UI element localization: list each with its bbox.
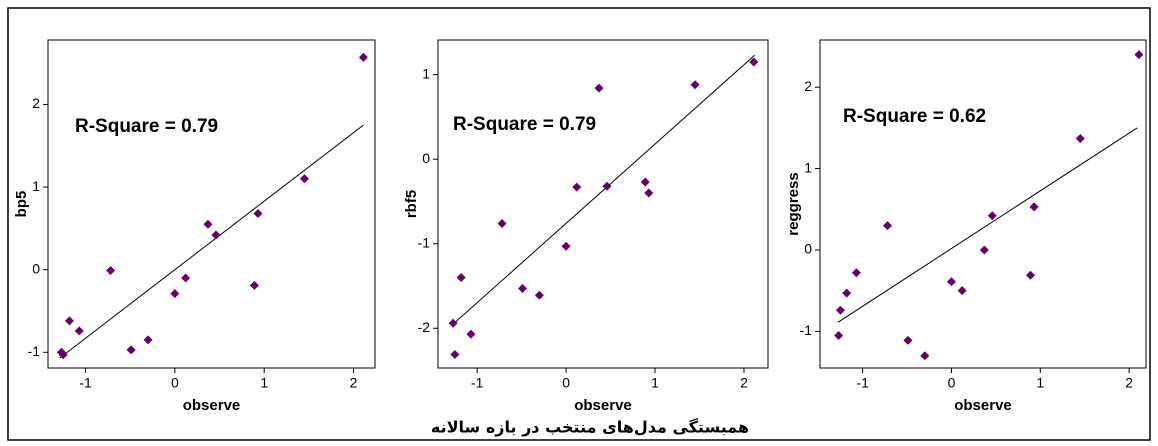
y-tick-label: 0	[32, 260, 40, 276]
y-axis-label: bp5	[13, 191, 30, 218]
x-tick-label: 1	[1036, 375, 1044, 391]
point	[534, 290, 544, 300]
point	[358, 52, 368, 62]
x-axis-label: observe	[183, 397, 241, 414]
point	[572, 182, 582, 192]
point	[497, 218, 507, 228]
point	[299, 174, 309, 184]
x-tick-label: 1	[651, 375, 659, 391]
point	[690, 80, 700, 90]
x-tick-label: 0	[562, 375, 570, 391]
x-axis-label: observe	[954, 397, 1012, 414]
point	[957, 286, 967, 296]
x-axis-label: observe	[574, 397, 632, 414]
fit-line	[59, 124, 364, 359]
x-tick-label: 2	[350, 375, 358, 391]
point	[920, 351, 930, 361]
point	[143, 335, 153, 345]
x-tick-label: 0	[171, 375, 179, 391]
point	[74, 326, 84, 336]
y-tick-label: 0	[422, 150, 430, 166]
point	[903, 335, 913, 345]
y-tick-label: 1	[804, 159, 812, 175]
y-tick-label: -1	[418, 234, 431, 250]
fit-line	[837, 127, 1138, 323]
point	[640, 177, 650, 187]
x-tick-label: -1	[79, 375, 92, 391]
y-axis-label: reggress	[785, 172, 802, 235]
x-tick-label: -1	[856, 375, 869, 391]
x-tick-label: -1	[471, 375, 484, 391]
plot-frame	[437, 39, 769, 369]
y-axis-label: rbf5	[403, 190, 420, 218]
x-tick-label: 2	[1125, 375, 1133, 391]
point	[1075, 133, 1085, 143]
point	[946, 277, 956, 287]
point	[987, 211, 997, 221]
annotation: R-Square = 0.62	[843, 106, 986, 127]
point	[211, 230, 221, 240]
point	[644, 188, 654, 198]
y-tick-label: 2	[32, 95, 40, 111]
y-tick-label: 1	[422, 65, 430, 81]
point	[253, 209, 263, 219]
annotation: R-Square = 0.79	[453, 114, 596, 135]
point	[450, 349, 460, 359]
point	[249, 280, 259, 290]
point	[594, 83, 604, 93]
point	[456, 273, 466, 283]
caption: همبستگی مدل‌های منتخب در بازه سالانه	[431, 418, 749, 437]
point	[851, 268, 861, 278]
plot-frame	[47, 39, 376, 369]
point	[126, 345, 136, 355]
point	[835, 305, 845, 315]
y-tick-label: 0	[804, 241, 812, 257]
point	[106, 266, 116, 276]
point	[842, 288, 852, 298]
point	[561, 241, 571, 251]
y-tick-label: 2	[804, 78, 812, 94]
point	[1029, 202, 1039, 212]
point	[883, 221, 893, 231]
point	[602, 181, 612, 191]
point	[64, 316, 74, 326]
point	[203, 219, 213, 229]
fit-line	[451, 54, 755, 326]
point	[1134, 50, 1144, 60]
x-tick-label: 1	[260, 375, 268, 391]
plot-frame	[819, 39, 1147, 369]
y-tick-label: -1	[28, 343, 41, 359]
point	[1026, 270, 1036, 280]
x-tick-label: 2	[740, 375, 748, 391]
point	[181, 273, 191, 283]
annotation: R-Square = 0.79	[75, 116, 218, 137]
point	[466, 329, 476, 339]
point	[518, 284, 528, 294]
point	[448, 318, 458, 328]
y-tick-label: -2	[418, 319, 431, 335]
point	[58, 350, 68, 360]
point	[170, 289, 180, 299]
y-tick-label: -1	[800, 322, 813, 338]
point	[749, 57, 759, 67]
x-tick-label: 0	[948, 375, 956, 391]
point	[979, 245, 989, 255]
y-tick-label: 1	[32, 178, 40, 194]
point	[834, 330, 844, 340]
figure-border	[7, 7, 1151, 441]
